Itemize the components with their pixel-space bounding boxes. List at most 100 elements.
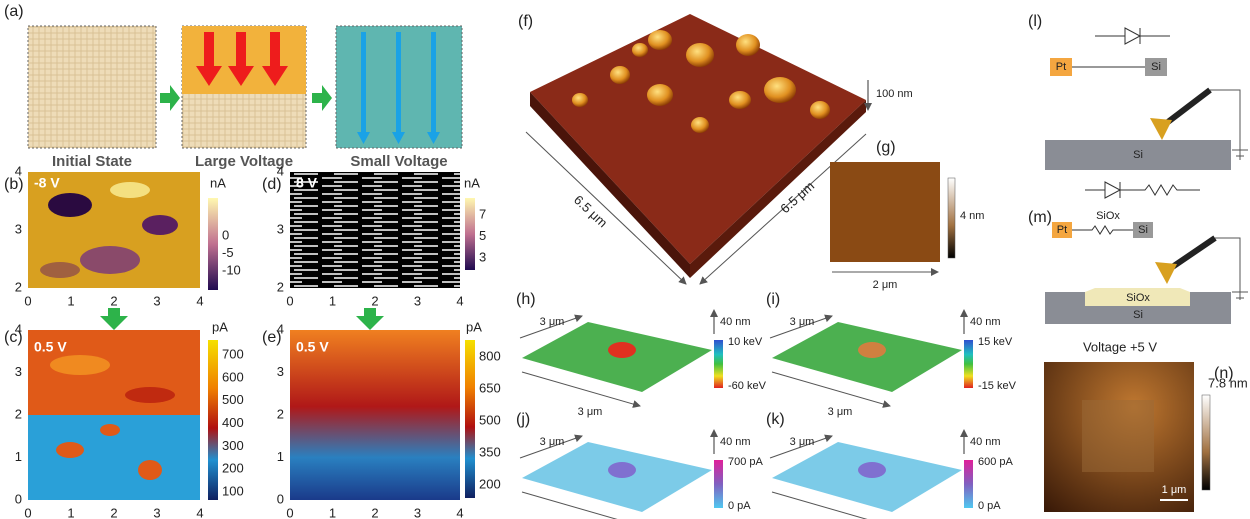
state-box (27, 25, 157, 149)
side-arrow (519, 314, 583, 339)
colorbar-tick-label: 350 (479, 444, 501, 459)
surface-panel: (h) 3 μm 3 μm 40 nm 10 keV -60 keV (516, 291, 767, 418)
map-texture (40, 182, 178, 278)
colorbar (714, 460, 723, 508)
arrow (160, 85, 180, 111)
x-tick-label: 3 (153, 293, 160, 308)
x-tick-label: 2 (371, 505, 378, 519)
height-label: 40 nm (720, 316, 751, 328)
panel-label: (f) (518, 13, 533, 30)
colorbar-tick-label: 0 (222, 227, 229, 242)
side-arrow (521, 491, 618, 519)
x-tick-label: 1 (329, 505, 336, 519)
side-arrow (519, 434, 583, 459)
height-label: 100 nm (876, 88, 913, 100)
blue-arrows (357, 32, 440, 144)
colorbar (465, 198, 475, 270)
voltage-label: 0.5 V (296, 339, 329, 355)
image-title: Voltage +5 V (1083, 339, 1157, 354)
siox-layer (1085, 288, 1190, 306)
surface-feature (858, 342, 886, 358)
y-tick-label: 3 (15, 364, 22, 379)
side-label: 3 μm (790, 436, 815, 448)
colorbar (1201, 394, 1211, 491)
x-tick-label: 0 (24, 293, 31, 308)
side-arrow (521, 371, 641, 408)
side-arrow (699, 133, 867, 285)
resistor-label: SiOx (1096, 210, 1120, 222)
scale-label: 4 nm (960, 210, 984, 222)
voltage-label: 0.5 V (34, 339, 67, 355)
side-arrow (771, 371, 891, 408)
side-label: 3 μm (828, 406, 853, 418)
panel-label: (h) (516, 291, 536, 308)
step-label: Initial State (52, 153, 132, 170)
current-map (290, 330, 460, 500)
colorbar (208, 340, 218, 500)
colorbar (714, 340, 723, 388)
panel-label: (k) (766, 411, 785, 428)
colorbar-label: 0 pA (978, 500, 1001, 512)
side-label: 6.5 μm (571, 192, 610, 230)
colorbar-label: -15 keV (978, 380, 1017, 392)
colorbar-label: 600 pA (978, 456, 1014, 468)
side-label: 3 μm (790, 316, 815, 328)
colorbar-tick-label: 650 (479, 380, 501, 395)
x-tick-label: 4 (456, 505, 463, 519)
surface-feature (608, 342, 636, 358)
x-tick-label: 1 (67, 293, 74, 308)
x-tick-label: 2 (110, 505, 117, 519)
y-tick-label: 4 (277, 163, 284, 178)
panel-label: (l) (1028, 13, 1042, 30)
y-tick-label: 0 (277, 491, 284, 506)
panel-label: (b) (4, 176, 24, 193)
si-substrate (1045, 140, 1231, 170)
side-label: 3 μm (578, 406, 603, 418)
y-tick-label: 3 (15, 221, 22, 236)
panel-label: (j) (516, 411, 530, 428)
colorbar-tick-label: 3 (479, 249, 486, 264)
y-tick-label: 2 (15, 279, 22, 294)
side-arrow (771, 491, 868, 519)
x-tick-label: 3 (414, 505, 421, 519)
colorbar (208, 198, 218, 290)
height-label: 40 nm (720, 436, 751, 448)
substrate-label: Si (1133, 149, 1143, 161)
colorbar-tick-label: 300 (222, 438, 244, 453)
x-tick-label: 4 (196, 293, 203, 308)
x-tick-label: 2 (371, 293, 378, 308)
pt-electrode (1052, 222, 1072, 238)
unit-label: pA (466, 319, 482, 334)
panel-label: (n) (1214, 365, 1234, 382)
colorbar-tick-label: 700 (222, 346, 244, 361)
unit-label: nA (464, 175, 480, 190)
colorbar (964, 340, 973, 388)
current-map (290, 172, 460, 288)
current-map (28, 330, 200, 415)
y-tick-label: 4 (277, 321, 284, 336)
diode-symbol (1095, 27, 1170, 45)
si-contact (1133, 222, 1153, 238)
y-tick-label: 2 (277, 406, 284, 421)
colorbar-label: -60 keV (728, 380, 767, 392)
panel-label: (e) (262, 329, 282, 346)
written-square (1082, 400, 1154, 472)
colorbar-tick-label: 400 (222, 415, 244, 430)
tip (1150, 118, 1172, 140)
substrate-label: Si (1133, 309, 1143, 321)
side-arrow (525, 131, 687, 285)
height-label: 40 nm (970, 436, 1001, 448)
y-tick-label: 4 (15, 163, 22, 178)
y-tick-label: 0 (15, 491, 22, 506)
colorbar-label: 700 pA (728, 456, 764, 468)
side-arrow (769, 434, 833, 459)
arrow (356, 308, 384, 330)
y-tick-label: 3 (277, 364, 284, 379)
contact-label: Si (1151, 61, 1161, 73)
surface-edge (690, 100, 866, 278)
y-tick-label: 2 (15, 406, 22, 421)
x-tick-label: 0 (286, 293, 293, 308)
scale-label: 7.8 nm (1208, 375, 1248, 390)
